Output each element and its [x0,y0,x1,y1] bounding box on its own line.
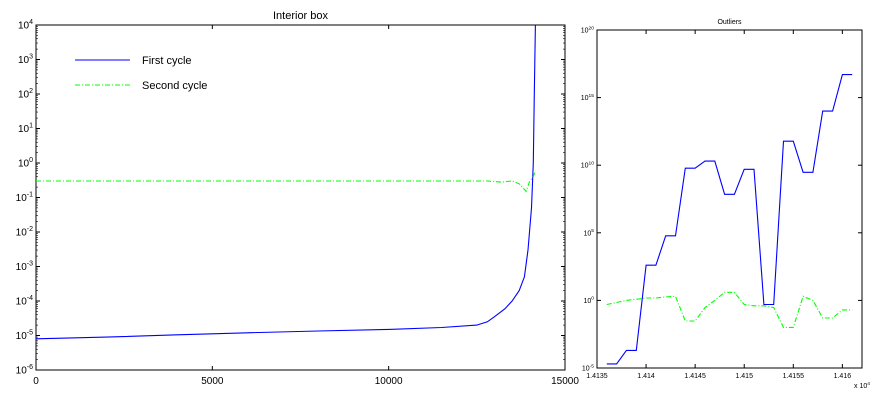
y-tick-label: 10-5 [582,363,594,372]
x-tick-label: 15000 [551,376,579,387]
y-tick-label: 1010 [581,161,595,170]
y-tick-label: 100 [583,296,594,305]
chart-interior-box: Interior box 0 5000 10000 15000 First cycle Se… [33,10,579,387]
series-line-2 [606,291,853,328]
y-tick-label: 1015 [581,93,595,102]
series-line-1 [606,74,853,365]
y-tick-label: 10-1 [16,192,33,205]
plot-area [35,24,566,371]
y-tick-label: 104 [18,19,33,32]
chart-outliers: Outliers 1.4135 1.414 1.4145 1.415 1.4155 1.41… [586,19,863,380]
y-tick-label: 10-3 [16,261,33,274]
x-tick-label: 1.4155 [783,373,805,380]
x-tick-label: 10000 [375,376,403,387]
x-tick-label: 1.414 [637,373,655,380]
legend-label: First cycle [142,55,192,67]
y-tick-label: 10-2 [16,226,33,239]
x-tick-label: 1.415 [735,373,753,380]
y-tick-label: 102 [18,88,33,101]
x-multiplier-label: x 104 [854,381,870,390]
plot-area [596,29,863,369]
chart-title: Interior box [273,10,329,22]
x-tick-label: 0 [33,376,39,387]
chart-title: Outliers [717,19,742,26]
x-tick-label: 1.4145 [684,373,706,380]
y-tick-label: 10-4 [16,295,33,308]
y-tick-label: 10-5 [16,330,33,343]
y-tick-label: 10-6 [16,364,33,377]
series-line-second-cycle [36,170,536,193]
x-tick-label: 1.4135 [586,373,608,380]
y-tick-label: 105 [583,228,594,237]
y-tick-label: 100 [18,157,33,170]
x-tick-label: 5000 [201,376,224,387]
y-tick-label: 1020 [581,25,595,34]
x-tick-label: 1.416 [834,373,852,380]
y-tick-label: 103 [18,54,33,67]
y-tick-label: 101 [18,123,33,136]
series-line-first-cycle [35,24,536,340]
legend-label: Second cycle [142,80,207,92]
